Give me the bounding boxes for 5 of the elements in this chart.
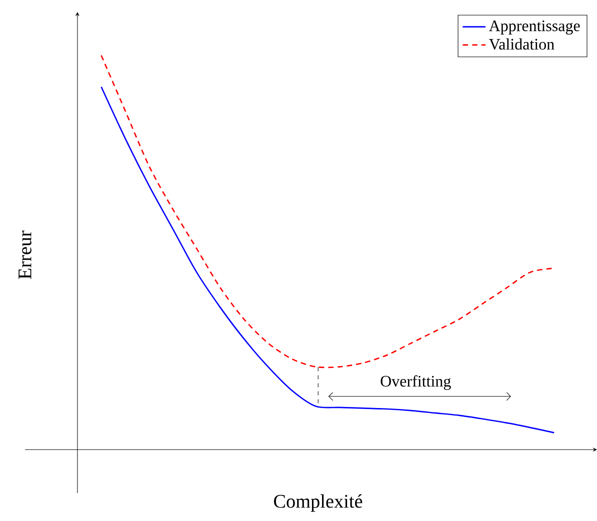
annotation: Overfitting [380, 375, 451, 390]
legend-label: Validation [488, 38, 554, 50]
legend-label: Apprentissage [488, 20, 580, 35]
x-axis-title: Complexité [274, 494, 362, 512]
y-axis-title: Erreur [18, 230, 32, 279]
